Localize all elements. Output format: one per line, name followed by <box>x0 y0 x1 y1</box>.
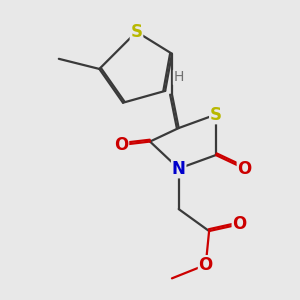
Text: S: S <box>130 23 142 41</box>
Text: H: H <box>173 70 184 84</box>
Text: O: O <box>237 160 252 178</box>
Text: O: O <box>232 215 247 233</box>
Text: S: S <box>210 106 222 124</box>
Text: O: O <box>199 256 213 274</box>
Text: O: O <box>114 136 128 154</box>
Text: N: N <box>172 160 186 178</box>
